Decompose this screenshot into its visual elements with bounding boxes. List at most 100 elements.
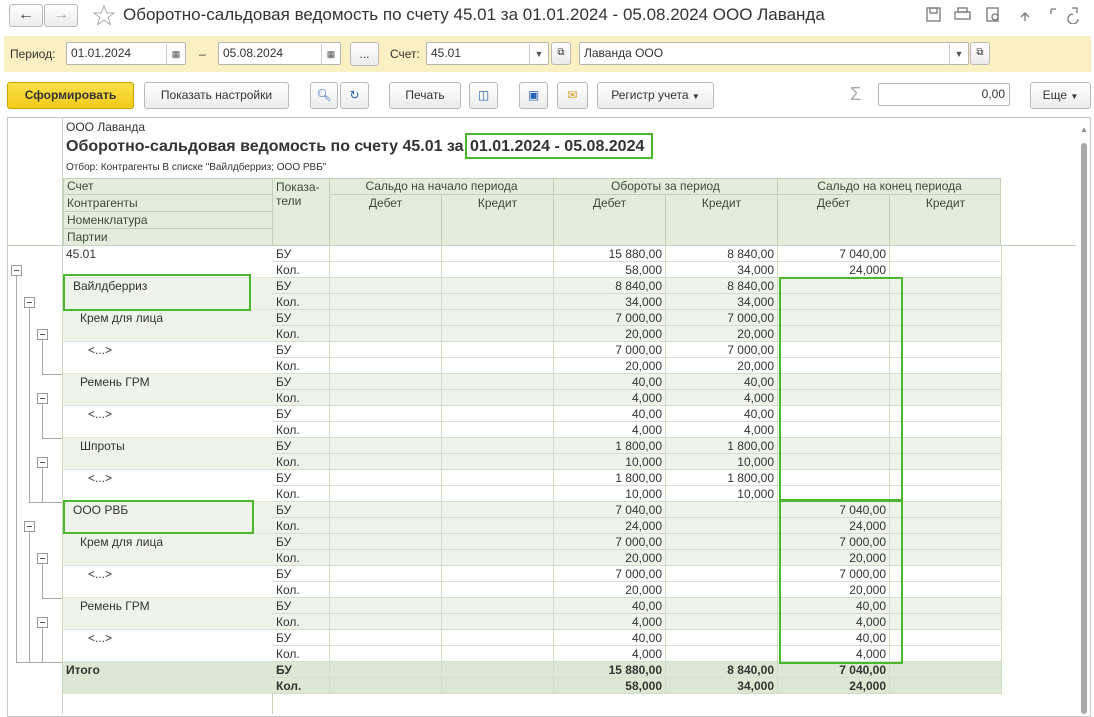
scroll-up[interactable]: ▲ [1080,125,1088,134]
cell-border [777,614,778,630]
row-bg [272,646,1001,662]
row-bg [272,598,1001,614]
label-bg [63,374,272,406]
open-button[interactable]: ⧉ [551,42,571,65]
cell-value: 7 000,00 [615,567,662,581]
forward-button[interactable]: → [44,4,78,27]
indicator: БУ [276,247,292,261]
generate-button[interactable]: Сформировать [7,82,134,109]
cell-border [329,422,330,438]
cell-border [329,246,330,262]
cell-border [665,566,666,582]
cell-border [665,374,666,390]
grouping-header: Счет [63,178,272,195]
back-button[interactable]: ← [9,4,43,27]
cell-value: 4,000 [631,615,662,629]
cell-border [553,662,554,678]
cell-border [777,262,778,278]
cell-border [889,582,890,598]
cell-border [777,310,778,326]
indicator: Кол. [276,391,300,405]
cell-border [329,278,330,294]
row-bg [272,486,1001,502]
cell-value: 7 000,00 [615,343,662,357]
favorite-star[interactable] [92,4,116,26]
cell-border [777,630,778,646]
cell-border [777,326,778,342]
cell-value: 34,000 [737,263,774,277]
group-label: Ремень ГРМ [80,375,150,389]
account-input[interactable]: 45.01 ▼ [426,42,549,65]
cell-border [441,582,442,598]
cell-border [665,550,666,566]
scrollbar-thumb[interactable] [1081,143,1087,714]
cell-border [1001,406,1002,422]
calendar-button[interactable]: ▦ [166,44,185,65]
search-options-button[interactable]: ↻ [340,82,369,109]
group-label: Крем для лица [80,535,164,549]
calendar-button[interactable]: ▦ [321,44,340,65]
cell-border [441,422,442,438]
cell-border [777,502,778,518]
indicator: БУ [276,471,292,485]
period-select-button[interactable]: ... [350,42,379,66]
cell-border [1001,502,1002,518]
indicator: Кол. [276,551,300,565]
cell-border [665,662,666,678]
cell-value: 4,000 [855,615,886,629]
cell-value: 15 880,00 [608,247,662,261]
save-button[interactable]: ▣ [519,82,548,109]
dropdown-button[interactable]: ▼ [949,44,968,65]
cell-border [665,406,666,422]
organization-input[interactable]: Лаванда ООО ▼ [579,42,969,65]
cell-border [777,518,778,534]
label-bg [63,310,272,342]
cell-border [329,534,330,550]
indicator: БУ [276,343,292,357]
cell-border [1001,470,1002,486]
collapse-minus [40,622,45,623]
label-bg [63,566,272,598]
cell-border [777,566,778,582]
mail-button[interactable]: ✉ [557,82,588,109]
row-bg [272,454,1001,470]
open-button[interactable]: ⧉ [970,42,990,65]
cell-border [889,310,890,326]
indicator: БУ [276,375,292,389]
dropdown-button[interactable]: ▼ [529,44,548,65]
search-button[interactable]: 🔍︎ [310,82,338,109]
grouping-header: Партии [63,229,272,246]
group-label: <...> [88,343,113,357]
cell-border [441,310,442,326]
cell-border [329,374,330,390]
cell-border [777,470,778,486]
date-to-input[interactable]: 05.08.2024 ▦ [218,42,341,65]
cell-value: 40,00 [855,631,886,645]
settings-button[interactable]: Показать настройки [144,82,289,109]
date-from-input[interactable]: 01.01.2024 ▦ [66,42,186,65]
cell-border [777,278,778,294]
preview-button[interactable]: ◫ [469,82,498,109]
more-button[interactable]: Еще ▼ [1030,82,1091,109]
cell-border [1001,630,1002,646]
register-button[interactable]: Регистр учета ▼ [597,82,714,109]
organization: Лаванда ООО [584,46,664,60]
cell-border [777,438,778,454]
cell-border [553,438,554,454]
cell-border [441,662,442,678]
cell-border [777,358,778,374]
print-button[interactable]: Печать [389,82,461,109]
group-header: Обороты за период [553,178,777,195]
cell-border [665,582,666,598]
cell-value: 40,00 [743,407,774,421]
cell-border [889,262,890,278]
cell-border [553,294,554,310]
cell-border [1001,614,1002,630]
indicator: Кол. [276,359,300,373]
period-dash: – [199,47,206,61]
cell-value: 7 000,00 [727,343,774,357]
row-bg [272,422,1001,438]
cell-border [329,406,330,422]
cell-border [441,502,442,518]
group-label: 45.01 [66,247,97,261]
